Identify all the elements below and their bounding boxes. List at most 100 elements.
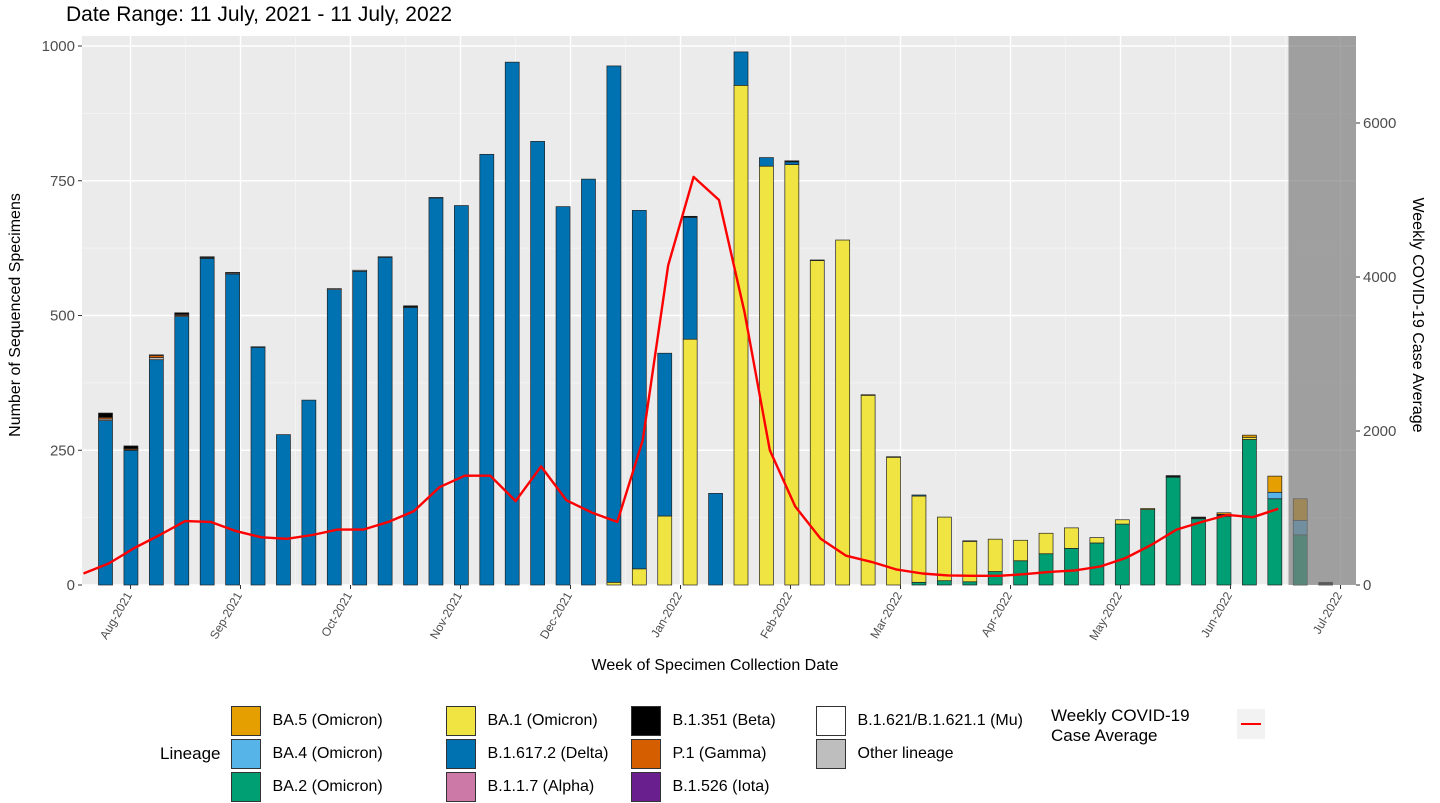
legend-swatch-ba5 xyxy=(230,705,261,736)
bar-week xyxy=(937,516,952,586)
bar-segment xyxy=(199,258,215,586)
bar-week xyxy=(199,256,215,586)
bar-week xyxy=(479,153,495,586)
bar-week xyxy=(326,288,342,586)
bar-week xyxy=(403,305,418,586)
legend-item-ba2: BA.2 (Omicron) xyxy=(230,770,446,803)
bar-segment xyxy=(276,434,291,586)
legend-item-other: Other lineage xyxy=(815,737,1036,770)
bar-segment xyxy=(937,516,952,582)
bar-segment xyxy=(225,272,240,274)
y-tick-label: 1000 xyxy=(42,38,75,55)
bar-segment xyxy=(174,316,190,586)
bar-week xyxy=(123,445,139,586)
y2-axis-title: Weekly COVID-19 Case Average xyxy=(1409,197,1426,432)
chart: 0 250 500 750 1000 0 2000 4000 6000 Aug-2021 Sep-2… xyxy=(7,36,1426,674)
bar-segment xyxy=(98,412,113,418)
bar-segment xyxy=(352,270,368,586)
bar-segment xyxy=(377,256,393,258)
bar-week xyxy=(860,394,876,586)
bar-segment xyxy=(987,571,1003,586)
bar-segment xyxy=(809,259,825,261)
bar-segment xyxy=(301,399,317,586)
bar-week xyxy=(784,160,800,586)
bar-week xyxy=(377,256,393,586)
bar-segment xyxy=(1242,439,1257,586)
bar-week xyxy=(962,540,978,586)
legend-swatch-mu xyxy=(815,705,846,736)
bar-segment xyxy=(682,338,698,586)
bar-segment xyxy=(911,494,927,497)
bar-segment xyxy=(1140,508,1156,510)
bar-week xyxy=(657,352,673,586)
bar-segment xyxy=(1064,547,1079,586)
chart-title: Date Range: 11 July, 2021 - 11 July, 202… xyxy=(66,3,453,26)
x-axis-title: Week of Specimen Collection Date xyxy=(592,657,839,674)
bar-week xyxy=(301,399,317,586)
bar-segment xyxy=(123,445,139,449)
case-average-legend-label: Weekly COVID-19 Case Average xyxy=(1051,706,1190,745)
bar-segment xyxy=(148,359,164,586)
bar-segment xyxy=(199,256,215,258)
bar-week xyxy=(148,354,164,586)
bar-segment xyxy=(682,215,698,218)
bar-segment xyxy=(250,346,266,348)
bar-segment xyxy=(1013,539,1028,562)
bar-week xyxy=(708,493,723,586)
y-tick-label: 0 xyxy=(67,577,75,594)
lineage-legend: Lineage BA.5 (Omicron) BA.1 (Omicron) B.… xyxy=(160,704,1036,803)
bar-week xyxy=(98,412,113,586)
x-tick-label: May-2022 xyxy=(1086,589,1125,642)
bar-week xyxy=(1013,539,1028,586)
bar-segment xyxy=(708,493,723,586)
bar-segment xyxy=(428,197,444,199)
bar-segment xyxy=(784,161,800,165)
bar-segment xyxy=(174,312,190,315)
bar-segment xyxy=(606,65,622,583)
bar-week xyxy=(352,269,368,586)
bar-segment xyxy=(581,178,596,586)
bar-segment xyxy=(759,165,774,586)
bar-segment xyxy=(377,256,393,586)
x-tick-label: Jan-2022 xyxy=(648,589,685,640)
x-tick-label: Apr-2022 xyxy=(978,589,1015,639)
bar-week xyxy=(682,215,698,586)
bar-segment xyxy=(98,420,113,586)
bar-week xyxy=(911,494,927,586)
bar-segment xyxy=(860,394,876,586)
legend-grid: BA.5 (Omicron) BA.1 (Omicron) B.1.351 (B… xyxy=(230,704,1036,803)
legend-swatch-iota xyxy=(630,771,661,802)
bar-segment xyxy=(326,288,342,290)
bar-week xyxy=(631,210,647,586)
bar-segment xyxy=(1165,475,1181,478)
bar-segment xyxy=(326,289,342,586)
bar-segment xyxy=(504,61,520,586)
bar-week xyxy=(809,259,825,586)
bar-week xyxy=(581,178,596,586)
bar-week xyxy=(555,206,571,586)
bar-segment xyxy=(1242,434,1257,438)
y-tick-label: 500 xyxy=(50,308,75,325)
case-average-line xyxy=(83,175,1279,577)
y2-tick-label: 6000 xyxy=(1363,115,1396,132)
x-tick-label: Oct-2021 xyxy=(318,589,355,639)
bar-segment xyxy=(733,84,749,586)
x-tick-label: Mar-2022 xyxy=(867,589,905,641)
bar-segment xyxy=(784,164,800,586)
bar-segment xyxy=(860,394,876,396)
bar-segment xyxy=(886,456,901,458)
bar-segment xyxy=(733,51,749,86)
bar-segment xyxy=(1267,475,1283,493)
bar-segment xyxy=(1089,542,1105,586)
bar-week xyxy=(1038,532,1054,586)
legend-swatch-other xyxy=(815,738,846,769)
bar-week xyxy=(835,239,851,586)
bar-segment xyxy=(1114,523,1130,586)
bar-segment xyxy=(937,580,952,586)
bar-week xyxy=(1089,537,1105,586)
bar-week xyxy=(759,157,774,586)
bar-segment xyxy=(962,540,978,542)
bar-segment xyxy=(530,141,545,586)
bar-segment xyxy=(1216,512,1232,515)
bar-segment xyxy=(148,354,164,356)
